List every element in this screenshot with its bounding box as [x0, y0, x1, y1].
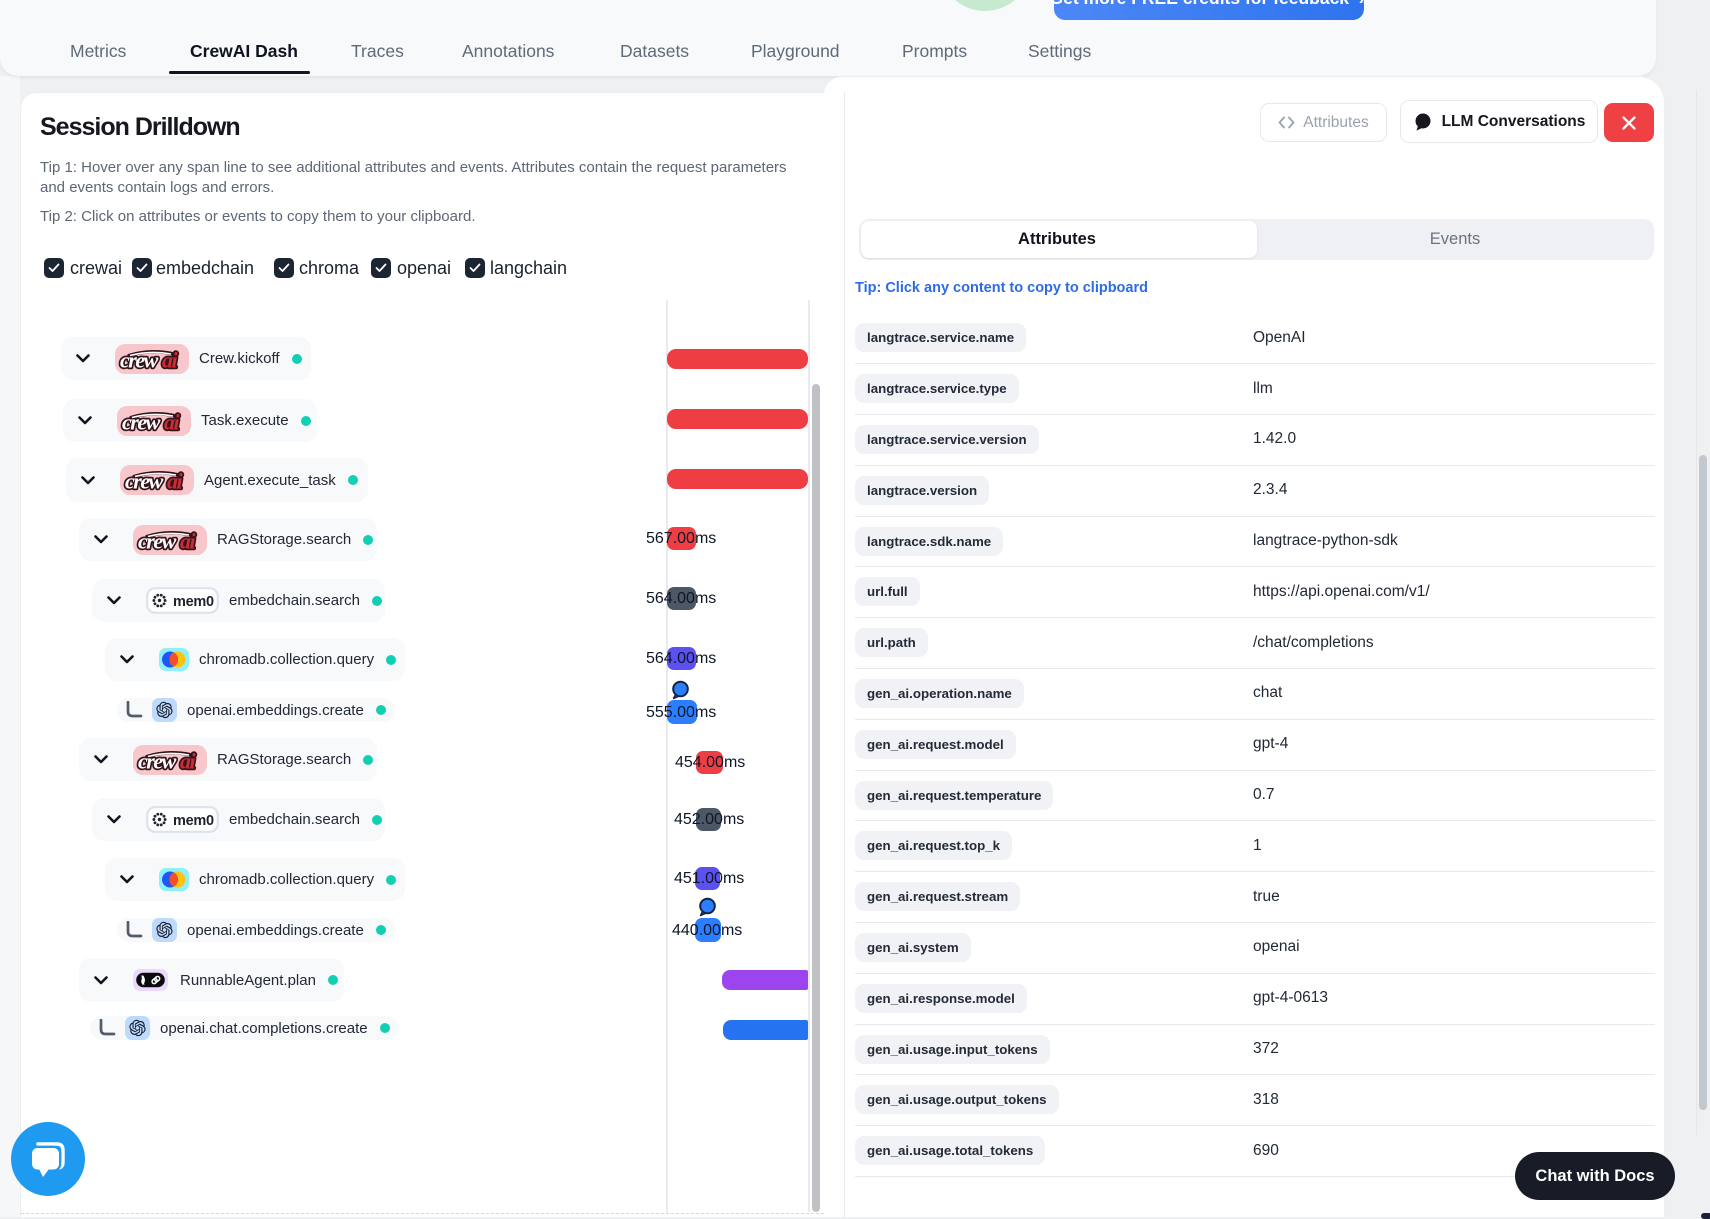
svg-text:mem0: mem0	[173, 813, 214, 829]
svg-text:mem0: mem0	[173, 594, 214, 610]
svg-text:crew: crew	[138, 748, 177, 773]
svg-text:crew: crew	[120, 347, 159, 372]
svg-text:crew: crew	[138, 528, 177, 553]
